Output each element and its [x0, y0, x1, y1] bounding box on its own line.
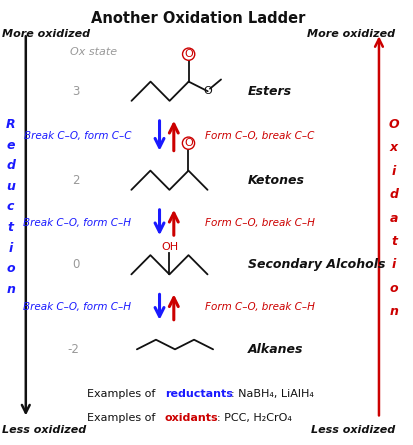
Text: Form C–O, break C–H: Form C–O, break C–H	[204, 302, 314, 312]
Text: i: i	[391, 258, 395, 271]
Text: O: O	[203, 86, 211, 96]
Text: O: O	[184, 49, 192, 59]
Text: u: u	[6, 180, 15, 193]
Text: Alkanes: Alkanes	[247, 343, 303, 356]
Text: n: n	[389, 305, 398, 318]
Text: Break C–O, form C–C: Break C–O, form C–C	[24, 131, 131, 141]
Text: Ketones: Ketones	[247, 174, 304, 187]
Text: O: O	[388, 118, 399, 131]
Text: : NaBH₄, LiAlH₄: : NaBH₄, LiAlH₄	[230, 389, 313, 399]
Text: e: e	[7, 139, 15, 152]
Text: n: n	[6, 283, 15, 296]
Text: Esters: Esters	[247, 85, 292, 98]
Text: t: t	[8, 221, 14, 234]
Text: Form C–O, break C–H: Form C–O, break C–H	[204, 218, 314, 227]
Text: c: c	[7, 200, 14, 214]
Text: Break C–O, form C–H: Break C–O, form C–H	[23, 302, 131, 312]
Text: Secondary Alcohols: Secondary Alcohols	[247, 258, 385, 271]
Text: oxidants: oxidants	[164, 413, 218, 423]
Text: Break C–O, form C–H: Break C–O, form C–H	[23, 218, 131, 227]
Text: Less oxidized: Less oxidized	[2, 425, 86, 435]
Text: Form C–O, break C–C: Form C–O, break C–C	[205, 131, 314, 141]
Text: Another Oxidation Ladder: Another Oxidation Ladder	[91, 11, 305, 26]
Text: i: i	[9, 242, 13, 255]
Text: d: d	[6, 159, 15, 172]
Text: 2: 2	[72, 174, 79, 187]
Text: : PCC, H₂CrO₄: : PCC, H₂CrO₄	[217, 413, 292, 423]
Text: a: a	[389, 211, 397, 225]
Text: More oxidized: More oxidized	[2, 29, 90, 39]
Text: -2: -2	[67, 343, 79, 356]
Text: reductants: reductants	[164, 389, 232, 399]
Text: Examples of: Examples of	[87, 413, 159, 423]
Text: Ox state: Ox state	[69, 47, 116, 57]
Text: 0: 0	[72, 258, 79, 271]
Text: x: x	[389, 142, 397, 154]
Text: o: o	[6, 262, 15, 275]
Text: 3: 3	[72, 85, 79, 98]
Text: i: i	[391, 165, 395, 178]
Text: t: t	[390, 235, 396, 248]
Text: R: R	[6, 118, 16, 131]
Text: OH: OH	[161, 242, 178, 252]
Text: More oxidized: More oxidized	[306, 29, 394, 39]
Text: o: o	[389, 282, 397, 295]
Text: d: d	[389, 188, 398, 201]
Text: Examples of: Examples of	[87, 389, 159, 399]
Text: O: O	[184, 138, 192, 148]
Text: Less oxidized: Less oxidized	[310, 425, 394, 435]
